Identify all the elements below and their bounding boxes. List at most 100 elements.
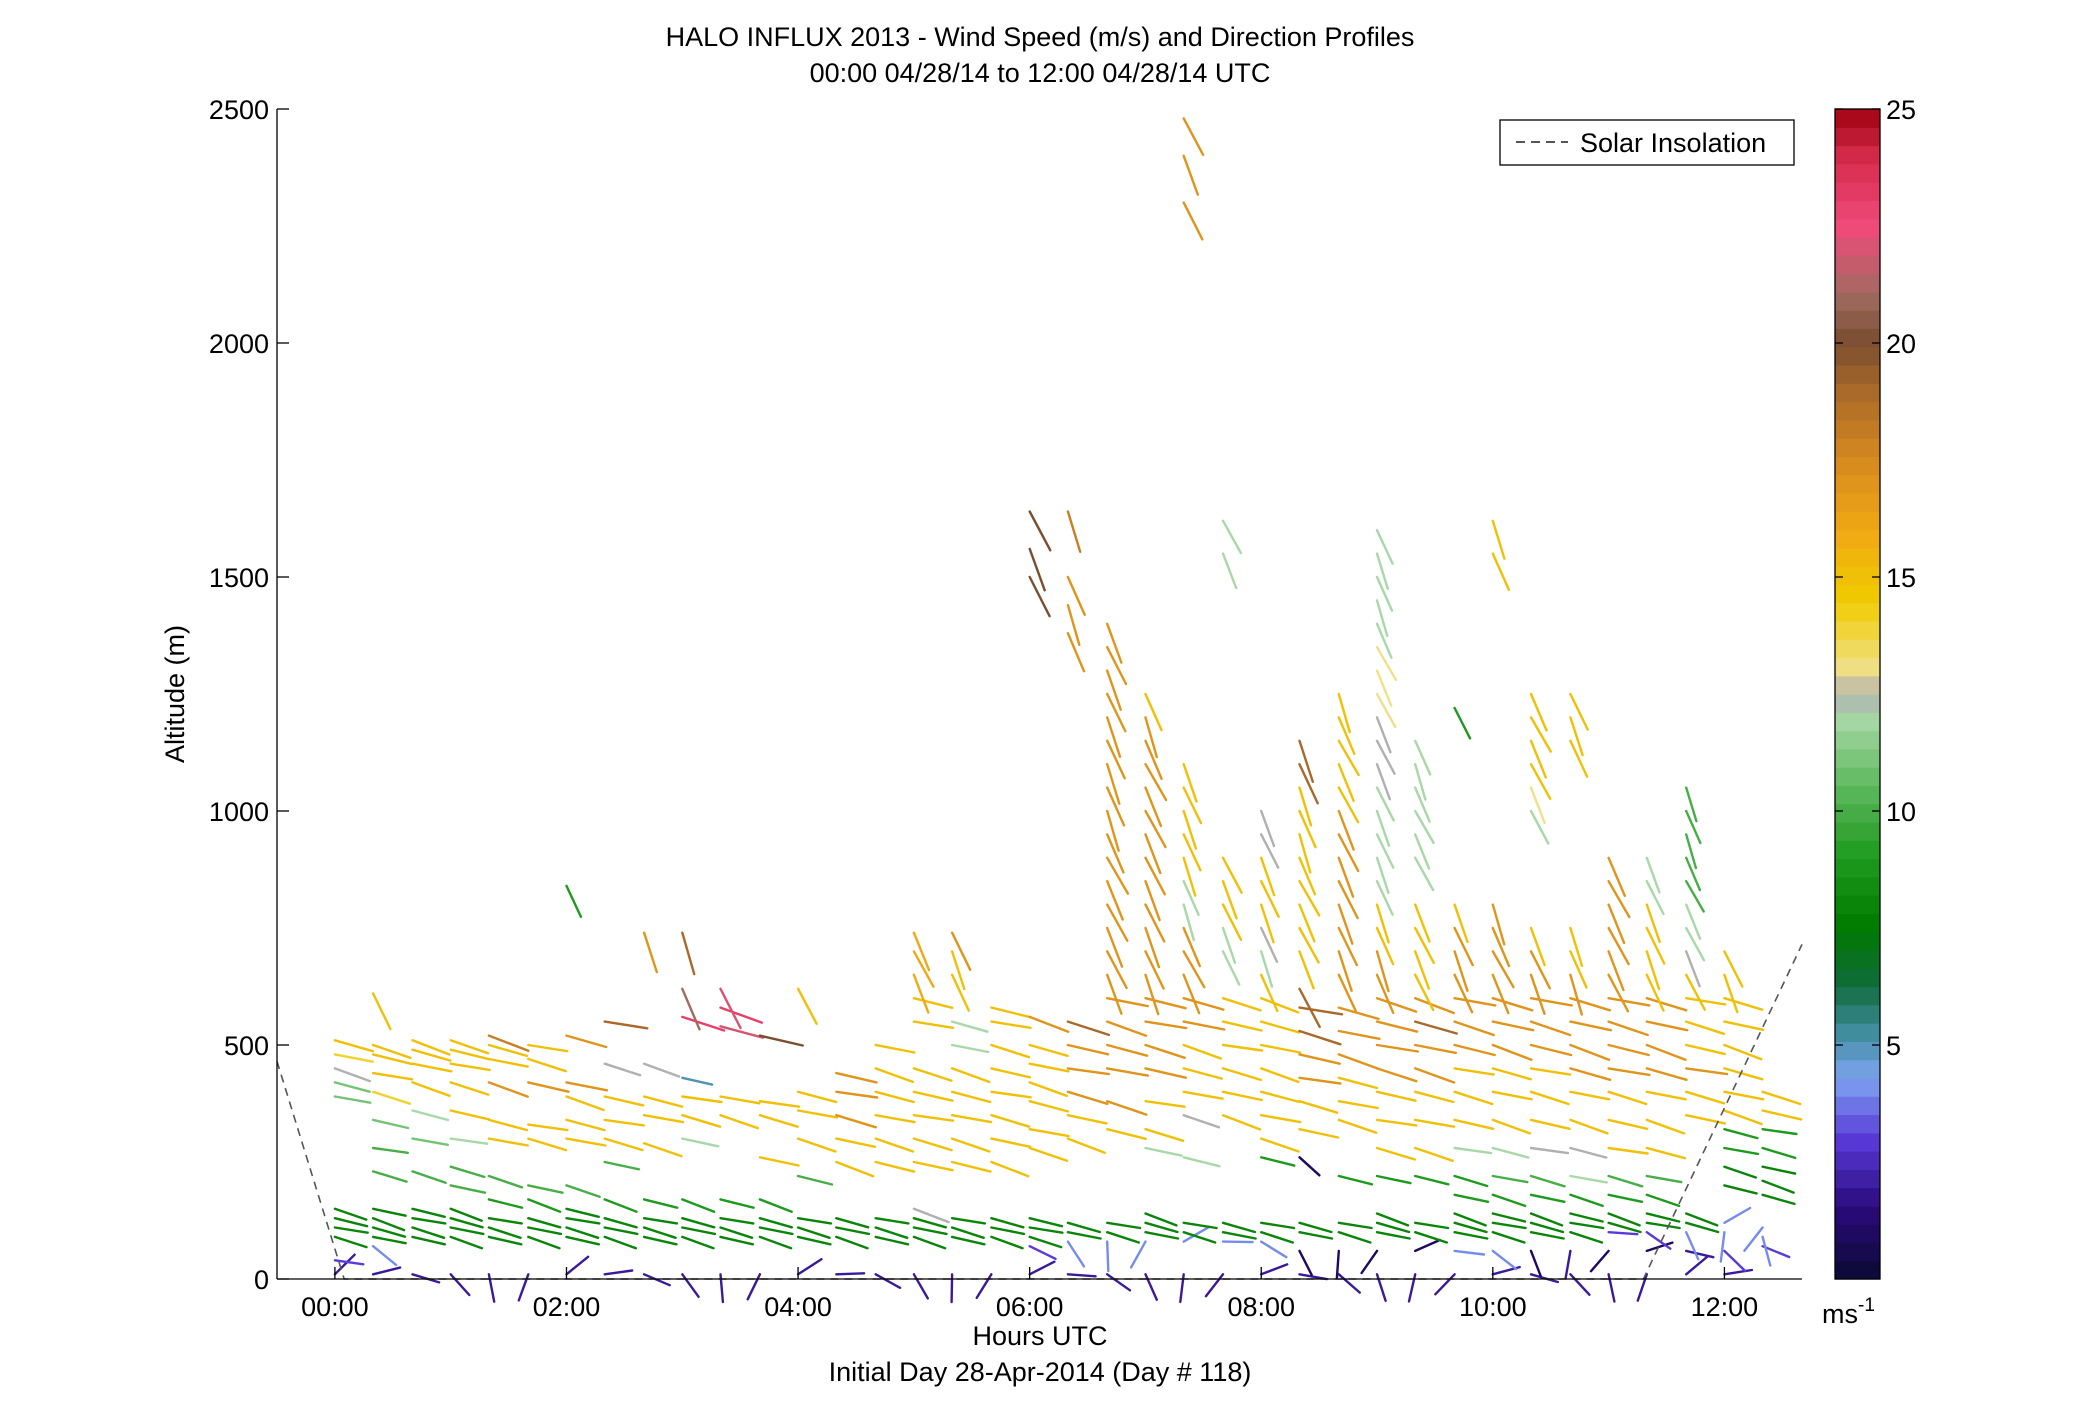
wind-barb-585 xyxy=(1684,880,1705,913)
wind-barb-611 xyxy=(1761,1165,1797,1175)
wind-barb-574 xyxy=(1684,1212,1719,1227)
wind-barb-219 xyxy=(1028,547,1046,592)
x-tick-label-2: 04:00 xyxy=(764,1292,832,1322)
wind-barb-8 xyxy=(333,1067,372,1083)
wind-barb-504 xyxy=(1529,809,1550,845)
x-tick-label-4: 08:00 xyxy=(1227,1292,1295,1322)
wind-barb-270 xyxy=(1144,1043,1186,1060)
wind-barb-589 xyxy=(1684,786,1698,823)
wind-barb-326 xyxy=(1221,519,1243,555)
colorbar-band-33 xyxy=(1835,657,1880,677)
wind-barb-397 xyxy=(1375,1212,1410,1227)
wind-barb-222 xyxy=(1066,1240,1086,1268)
wind-barb-74 xyxy=(565,1235,600,1246)
wind-barb-225 xyxy=(1066,1137,1106,1155)
wind-barb-205 xyxy=(990,1006,1032,1019)
wind-barb-126 xyxy=(719,1006,763,1024)
wind-barb-481 xyxy=(1491,973,1510,1015)
colorbar-band-35 xyxy=(1835,620,1880,640)
wind-barb-416 xyxy=(1375,739,1396,775)
wind-barb-592 xyxy=(1719,1230,1726,1263)
wind-barb-516 xyxy=(1569,1174,1608,1184)
wind-barb-163 xyxy=(874,1067,914,1084)
wind-barb-167 xyxy=(912,1226,948,1236)
wind-barb-411 xyxy=(1375,856,1390,894)
wind-barb-98 xyxy=(642,1226,677,1240)
wind-barb-402 xyxy=(1375,1067,1418,1083)
wind-barb-307 xyxy=(1182,201,1204,241)
wind-barb-101 xyxy=(642,1142,683,1158)
wind-barb-482 xyxy=(1491,950,1515,989)
wind-barb-252 xyxy=(1105,809,1120,852)
wind-barb-243 xyxy=(1105,1020,1148,1037)
wind-barb-276 xyxy=(1144,903,1166,943)
wind-barb-310 xyxy=(1204,1273,1225,1298)
wind-barb-88 xyxy=(603,1216,638,1229)
wind-barb-346 xyxy=(1259,809,1276,848)
wind-barb-351 xyxy=(1298,1156,1321,1177)
wind-barb-518 xyxy=(1569,1118,1609,1135)
wind-barb-453 xyxy=(1453,1193,1490,1204)
wind-barb-443 xyxy=(1413,833,1431,870)
wind-barb-292 xyxy=(1182,1090,1224,1100)
wind-barb-423 xyxy=(1375,575,1394,612)
colorbar-band-41 xyxy=(1835,511,1880,531)
wind-barb-568 xyxy=(1645,880,1665,916)
wind-barb-177 xyxy=(912,973,930,1014)
wind-barb-595 xyxy=(1723,1165,1758,1179)
wind-barb-421 xyxy=(1375,622,1393,659)
wind-barb-332 xyxy=(1259,1137,1300,1153)
wind-barb-483 xyxy=(1491,926,1511,968)
wind-barb-350 xyxy=(1298,1221,1333,1234)
colorbar-ticks: 5 10 15 20 25 xyxy=(1835,95,1916,1061)
wind-barb-294 xyxy=(1182,1043,1223,1060)
y-tick-label-3: 1500 xyxy=(209,563,269,593)
wind-barb-259 xyxy=(1105,646,1128,686)
wind-barb-134 xyxy=(758,1113,799,1128)
wind-barb-256 xyxy=(1105,716,1122,758)
wind-barb-151 xyxy=(835,1137,877,1149)
wind-barb-66 xyxy=(527,1198,562,1213)
wind-barb-549 xyxy=(1607,856,1627,897)
wind-barb-340 xyxy=(1259,950,1274,988)
wind-barb-558 xyxy=(1645,1118,1686,1135)
colorbar-band-12 xyxy=(1835,1041,1880,1061)
wind-barb-87 xyxy=(603,1226,639,1236)
wind-barb-372 xyxy=(1337,1221,1373,1230)
wind-barb-305 xyxy=(1182,786,1203,825)
wind-barb-489 xyxy=(1529,1230,1565,1240)
wind-barb-545 xyxy=(1607,950,1625,992)
legend-label-solar: Solar Insolation xyxy=(1580,128,1766,158)
wind-barb-272 xyxy=(1144,997,1187,1010)
wind-barb-501 xyxy=(1529,973,1546,1015)
wind-barb-534 xyxy=(1607,1212,1641,1227)
wind-barb-309 xyxy=(1182,117,1205,157)
wind-barb-432 xyxy=(1413,1118,1456,1128)
colorbar-band-7 xyxy=(1835,1132,1880,1152)
wind-barb-321 xyxy=(1221,926,1237,964)
colorbar: 5 10 15 20 25 ms-1 xyxy=(1822,95,1916,1329)
colorbar-bands xyxy=(1835,109,1880,1280)
wind-barb-565 xyxy=(1645,950,1661,991)
wind-barb-149 xyxy=(835,1216,870,1229)
wind-barb-507 xyxy=(1529,739,1548,779)
wind-barb-311 xyxy=(1221,1240,1254,1244)
wind-barb-513 xyxy=(1569,1221,1605,1230)
wind-barb-124 xyxy=(719,1095,761,1105)
colorbar-band-42 xyxy=(1835,492,1880,512)
wind-barb-202 xyxy=(990,1067,1032,1079)
wind-barb-129 xyxy=(758,1235,793,1250)
wind-barb-258 xyxy=(1105,669,1122,711)
wind-barb-414 xyxy=(1375,786,1395,822)
wind-barb-215 xyxy=(1028,1062,1070,1073)
wind-barb-412 xyxy=(1375,833,1395,869)
wind-barb-4 xyxy=(333,1216,369,1228)
colorbar-band-11 xyxy=(1835,1059,1880,1079)
wind-barb-178 xyxy=(912,950,935,988)
wind-barb-510 xyxy=(1569,1273,1591,1296)
wind-barb-515 xyxy=(1569,1193,1604,1208)
wind-barb-224 xyxy=(1066,1221,1102,1234)
wind-barb-368 xyxy=(1298,739,1315,783)
wind-barb-370 xyxy=(1335,1249,1341,1280)
x-tick-label-1: 02:00 xyxy=(533,1292,601,1322)
